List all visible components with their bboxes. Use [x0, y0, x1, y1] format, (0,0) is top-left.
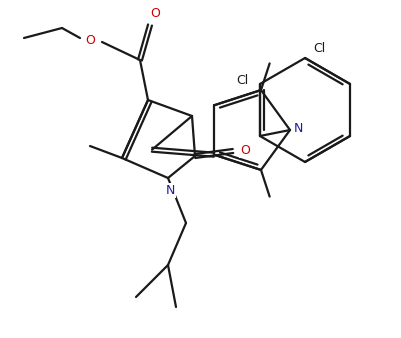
Text: O: O: [150, 6, 160, 20]
Text: O: O: [85, 33, 95, 47]
Text: Cl: Cl: [235, 73, 247, 87]
Text: N: N: [165, 184, 174, 196]
Text: O: O: [239, 144, 249, 156]
Text: N: N: [293, 121, 302, 135]
Text: Cl: Cl: [312, 42, 324, 54]
